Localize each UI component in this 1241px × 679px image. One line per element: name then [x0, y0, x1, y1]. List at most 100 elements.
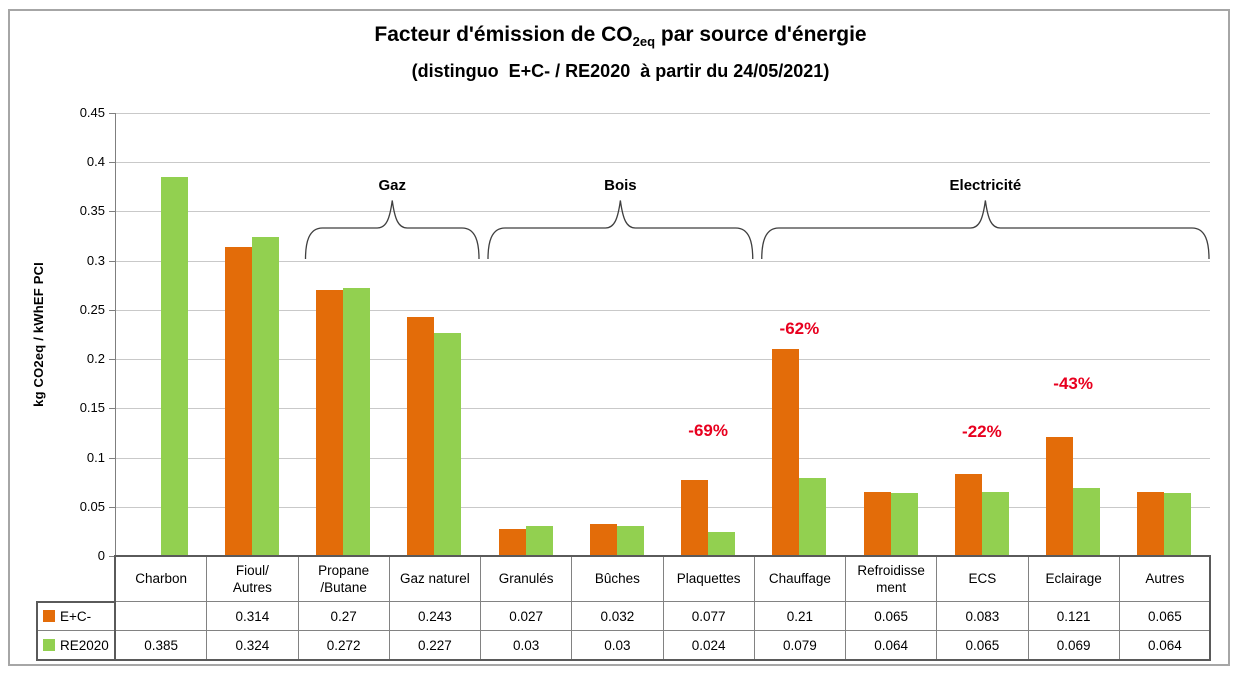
chart-title-block: Facteur d'émission de CO2eq par source d… — [0, 20, 1241, 85]
bar-re2020-plaquettes — [708, 532, 736, 556]
y-tick-mark — [109, 211, 115, 213]
bar-re2020-propane-butane — [343, 288, 371, 556]
gridline — [115, 113, 1210, 114]
category-header-cell: Eclairage — [1027, 555, 1120, 602]
y-tick-label: 0.25 — [79, 301, 105, 317]
value-cell — [114, 601, 208, 631]
category-header-cell: Plaquettes — [662, 555, 755, 602]
figure-border — [8, 9, 1230, 666]
legend-chip-e+c- — [43, 609, 55, 622]
gridline — [115, 260, 1210, 262]
bar-e+c--chauffage — [772, 349, 800, 556]
bar-e+c--b-ches — [589, 524, 617, 556]
gridline — [115, 506, 1210, 508]
value-cell: 0.027 — [479, 601, 573, 631]
value-cell: 0.064 — [1118, 630, 1212, 660]
category-header-cell: Charbon — [114, 555, 208, 602]
gridline — [115, 309, 1210, 311]
table-corner-cell — [37, 556, 116, 602]
y-tick-mark — [109, 113, 115, 114]
category-header-cell: Bûches — [571, 555, 664, 602]
value-cell: 0.032 — [571, 601, 664, 631]
category-header-cell: Propane /Butane — [297, 555, 390, 602]
y-tick-mark — [109, 556, 115, 557]
legend-cell-e+c-: E+C- — [36, 601, 116, 631]
bar-e+c--fioul-autres — [224, 246, 252, 556]
value-cell: 0.064 — [844, 630, 938, 660]
value-cell: 0.243 — [388, 601, 482, 631]
value-cell: 0.077 — [662, 601, 755, 631]
value-cell: 0.065 — [1118, 601, 1212, 631]
value-cell: 0.079 — [753, 630, 847, 660]
y-axis-title: kg CO2eq / kWhEF PCI — [30, 262, 46, 407]
annotation-label: -43% — [1053, 373, 1093, 393]
title-subscript: 2eq — [632, 34, 656, 50]
bar-re2020-eclairage — [1073, 488, 1101, 556]
legend-label: E+C- — [60, 608, 92, 624]
gridline — [115, 162, 1210, 164]
y-tick-label: 0 — [97, 548, 105, 563]
annotation-label: -62% — [779, 318, 820, 338]
category-header-cell: Refroidisse ment — [844, 555, 938, 602]
bar-e+c--granul-s — [498, 529, 526, 556]
bar-e+c--ecs — [954, 474, 982, 556]
y-tick-label: 0.1 — [86, 449, 105, 465]
bar-re2020-gaz-naturel — [434, 332, 462, 556]
category-header-cell: Autres — [1118, 555, 1212, 602]
legend-cell-re2020: RE2020 — [36, 630, 116, 660]
chart-subtitle: (distinguo E+C- / RE2020 à partir du 24/… — [411, 61, 830, 82]
value-cell: 0.227 — [388, 630, 482, 660]
annotation-label: -22% — [962, 421, 1002, 441]
value-cell: 0.324 — [206, 630, 299, 660]
y-tick-mark — [109, 260, 115, 262]
y-tick-label: 0.15 — [79, 400, 105, 416]
y-tick-label: 0.2 — [86, 351, 105, 367]
y-tick-label: 0.05 — [79, 498, 105, 514]
y-tick-mark — [109, 359, 115, 361]
y-tick-label: 0.35 — [79, 203, 105, 219]
value-cell: 0.21 — [753, 601, 847, 631]
group-label-electricité: Electricité — [949, 177, 1022, 194]
bar-e+c--gaz-naturel — [407, 316, 435, 556]
value-cell: 0.065 — [844, 601, 938, 631]
bar-re2020-refroidissement — [890, 492, 918, 556]
bar-re2020-ecs — [981, 492, 1009, 556]
data-table: Charbon Fioul/ Autres Propane /Butane Gaz n… — [36, 555, 1212, 660]
value-cell: 0.27 — [297, 601, 390, 631]
bar-re2020-charbon — [160, 176, 188, 556]
gridline — [115, 359, 1210, 361]
y-axis-line — [115, 113, 116, 556]
bar-e+c--plaquettes — [681, 480, 709, 556]
y-tick-mark — [109, 506, 115, 508]
y-tick-mark — [109, 457, 115, 459]
category-header-cell: Gaz naturel — [388, 555, 482, 602]
value-cell: 0.069 — [1027, 630, 1120, 660]
value-cell: 0.385 — [114, 630, 208, 660]
bar-e+c--propane-butane — [316, 290, 344, 556]
gridline — [115, 211, 1210, 213]
gridline — [115, 408, 1210, 410]
value-cell: 0.083 — [936, 601, 1029, 631]
y-tick-mark — [109, 309, 115, 311]
y-tick-mark — [109, 408, 115, 410]
category-header-cell: Fioul/ Autres — [206, 555, 299, 602]
category-header-cell: Chauffage — [753, 555, 847, 602]
bar-re2020-autres — [1164, 492, 1192, 556]
y-tick-label: 0.4 — [86, 154, 105, 170]
value-cell: 0.121 — [1027, 601, 1120, 631]
y-tick-mark — [109, 162, 115, 164]
chart-title: Facteur d'émission de CO2eq par source d… — [374, 23, 867, 50]
legend-label: RE2020 — [60, 637, 109, 653]
value-cell: 0.03 — [571, 630, 664, 660]
bar-e+c--refroidissement — [863, 492, 891, 556]
category-header-cell: ECS — [936, 555, 1029, 602]
category-header-cell: Granulés — [479, 555, 573, 602]
gridline — [115, 457, 1210, 459]
legend-chip-re2020 — [43, 638, 55, 651]
bar-re2020-chauffage — [799, 478, 827, 556]
value-cell: 0.03 — [479, 630, 573, 660]
value-cell: 0.314 — [206, 601, 299, 631]
bar-re2020-b-ches — [616, 526, 644, 556]
bar-e+c--eclairage — [1046, 436, 1074, 556]
group-label-bois: Bois — [604, 177, 637, 194]
